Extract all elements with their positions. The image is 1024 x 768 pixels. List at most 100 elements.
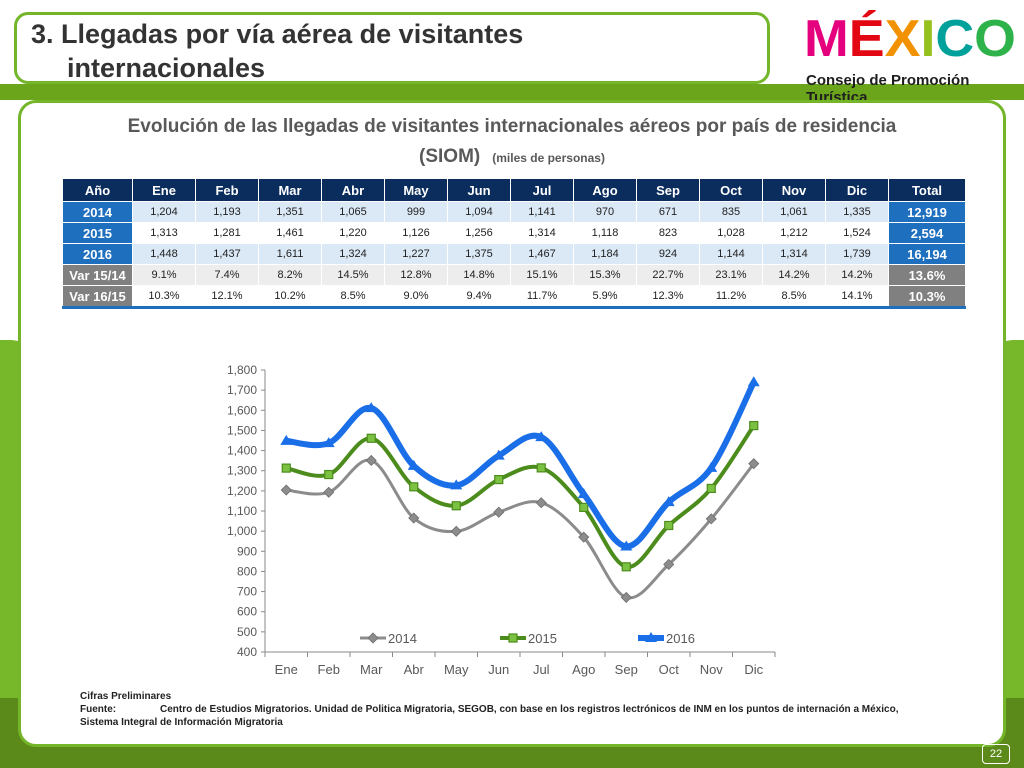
y-tick-label: 900 bbox=[237, 544, 257, 558]
table-header-row: Año Ene Feb Mar Abr May Jun Jul Ago Sep … bbox=[62, 178, 966, 202]
data-point-2014 bbox=[748, 458, 760, 470]
data-point-2015 bbox=[536, 463, 546, 473]
header-cell: Nov bbox=[762, 178, 826, 202]
note-source-label: Fuente: bbox=[80, 704, 117, 715]
table-cell: 9.0% bbox=[384, 285, 448, 309]
table-cell: 1,193 bbox=[195, 201, 259, 223]
footnotes: Cifras Preliminares Fuente: Centro de Est… bbox=[80, 690, 980, 729]
data-point-2016 bbox=[747, 376, 760, 387]
total-cell: 13.6% bbox=[888, 264, 966, 286]
x-tick-label: Jun bbox=[488, 662, 509, 677]
data-point-2015 bbox=[621, 562, 631, 572]
legend-label-2015: 2015 bbox=[528, 631, 557, 646]
page-title-line2: internacionales bbox=[67, 53, 266, 83]
table-subtitle: Evolución de las llegadas de visitantes … bbox=[30, 112, 994, 173]
y-tick-label: 1,300 bbox=[227, 464, 257, 478]
table-cell: 15.3% bbox=[573, 264, 637, 286]
total-cell: 10.3% bbox=[888, 285, 966, 309]
row-label: Var 15/14 bbox=[62, 264, 133, 286]
x-tick-label: Ene bbox=[275, 662, 298, 677]
table-cell: 14.2% bbox=[825, 264, 889, 286]
y-tick-label: 600 bbox=[237, 605, 257, 619]
table-cell: 924 bbox=[636, 243, 700, 265]
data-point-2015 bbox=[749, 420, 759, 431]
x-tick-label: Nov bbox=[700, 662, 724, 677]
x-tick-label: Dic bbox=[744, 662, 763, 677]
x-tick-label: Jul bbox=[533, 662, 550, 677]
y-tick-label: 1,800 bbox=[227, 363, 257, 377]
table-cell: 1,061 bbox=[762, 201, 826, 223]
data-point-2014 bbox=[620, 591, 632, 603]
total-cell: 2,594 bbox=[888, 222, 966, 244]
table-cell: 5.9% bbox=[573, 285, 637, 309]
table-cell: 1,351 bbox=[258, 201, 322, 223]
table-cell: 1,227 bbox=[384, 243, 448, 265]
table-cell: 1,094 bbox=[447, 201, 511, 223]
table-cell: 1,065 bbox=[321, 201, 385, 223]
subtitle-line2: (SIOM) (miles de personas) bbox=[30, 142, 994, 173]
table-row: 2015 1,313 1,281 1,461 1,220 1,126 1,256… bbox=[62, 222, 966, 244]
table-cell: 14.2% bbox=[762, 264, 826, 286]
table-cell: 1,467 bbox=[510, 243, 574, 265]
table-cell: 835 bbox=[699, 201, 763, 223]
data-point-2016 bbox=[407, 459, 420, 470]
table-cell: 9.1% bbox=[132, 264, 196, 286]
table-cell: 1,324 bbox=[321, 243, 385, 265]
x-tick-label: Mar bbox=[360, 662, 383, 677]
y-tick-label: 400 bbox=[237, 645, 257, 659]
data-point-2015 bbox=[409, 482, 419, 492]
table-row: 2014 1,204 1,193 1,351 1,065 999 1,094 1… bbox=[62, 201, 966, 223]
y-tick-label: 1,700 bbox=[227, 383, 257, 397]
series-line-2015 bbox=[285, 424, 756, 569]
data-point-2014 bbox=[663, 558, 675, 570]
legend-label-2014: 2014 bbox=[388, 631, 417, 646]
data-point-2016 bbox=[577, 488, 590, 499]
table-cell: 1,313 bbox=[132, 222, 196, 244]
data-point-2014 bbox=[493, 506, 505, 518]
note-source-text: Centro de Estudios Migratorios. Unidad d… bbox=[160, 704, 899, 715]
table-cell: 8.5% bbox=[321, 285, 385, 309]
table-cell: 1,118 bbox=[573, 222, 637, 244]
table-cell: 1,375 bbox=[447, 243, 511, 265]
table-cell: 12.3% bbox=[636, 285, 700, 309]
data-point-2016 bbox=[450, 479, 463, 490]
data-point-2016 bbox=[492, 449, 505, 460]
header-cell: Año bbox=[62, 178, 133, 202]
table-cell: 1,256 bbox=[447, 222, 511, 244]
note-preliminary: Cifras Preliminares bbox=[80, 691, 172, 702]
table-cell: 23.1% bbox=[699, 264, 763, 286]
data-point-2016 bbox=[280, 434, 293, 445]
table-cell: 1,739 bbox=[825, 243, 889, 265]
table-cell: 10.2% bbox=[258, 285, 322, 309]
subtitle-line1: Evolución de las llegadas de visitantes … bbox=[127, 116, 897, 137]
data-point-2014 bbox=[705, 513, 717, 525]
data-point-2015 bbox=[579, 502, 589, 512]
table-cell: 12.1% bbox=[195, 285, 259, 309]
y-tick-label: 1,400 bbox=[227, 444, 257, 458]
table-cell: 970 bbox=[573, 201, 637, 223]
table-cell: 1,335 bbox=[825, 201, 889, 223]
arrivals-table: Año Ene Feb Mar Abr May Jun Jul Ago Sep … bbox=[62, 178, 966, 309]
mexico-logo: MÉXICO bbox=[804, 10, 1016, 66]
table-cell: 1,448 bbox=[132, 243, 196, 265]
table-cell: 1,028 bbox=[699, 222, 763, 244]
note-source: Fuente: Centro de Estudios Migratorios. U… bbox=[80, 703, 980, 716]
table-cell: 1,314 bbox=[510, 222, 574, 244]
y-tick-label: 1,100 bbox=[227, 504, 257, 518]
data-point-2016 bbox=[620, 540, 633, 551]
table-cell: 1,126 bbox=[384, 222, 448, 244]
table-cell: 1,220 bbox=[321, 222, 385, 244]
y-tick-label: 1,600 bbox=[227, 403, 257, 417]
table-cell: 1,144 bbox=[699, 243, 763, 265]
x-tick-label: May bbox=[444, 662, 469, 677]
header-cell: Ago bbox=[573, 178, 637, 202]
table-cell: 11.2% bbox=[699, 285, 763, 309]
data-point-2015 bbox=[494, 474, 504, 485]
data-point-2016 bbox=[365, 402, 378, 413]
page-number: 22 bbox=[982, 744, 1010, 764]
header-cell: Sep bbox=[636, 178, 700, 202]
legend-label-2016: 2016 bbox=[666, 631, 695, 646]
table-cell: 1,461 bbox=[258, 222, 322, 244]
legend-marker-2015 bbox=[508, 633, 518, 643]
y-tick-label: 800 bbox=[237, 564, 257, 578]
